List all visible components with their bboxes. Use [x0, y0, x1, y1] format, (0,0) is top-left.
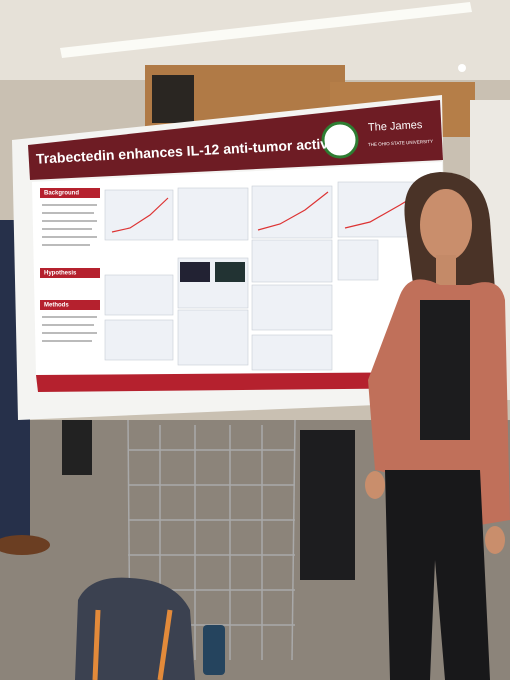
backpack-straps	[92, 609, 173, 680]
micrograph	[180, 262, 210, 282]
section-header-bar	[40, 188, 100, 198]
section-header-bar	[40, 268, 100, 278]
section-header: Hypothesis	[44, 271, 77, 277]
ceiling-light	[60, 2, 472, 58]
logo	[321, 121, 359, 159]
shoe	[0, 535, 50, 555]
section-header-bar	[40, 300, 100, 310]
ceiling-spot	[458, 64, 466, 72]
institution: THE OHIO STATE UNIVERSITY	[368, 139, 433, 147]
hand	[485, 526, 505, 554]
micrograph	[215, 262, 245, 282]
bottom-strip	[36, 372, 444, 392]
hand	[365, 471, 385, 499]
bottle	[203, 625, 225, 675]
title-bar	[28, 100, 443, 180]
top	[420, 300, 470, 440]
section-header: Background	[44, 191, 79, 197]
dark-window	[152, 75, 194, 123]
trousers	[385, 470, 490, 680]
text-lines	[42, 204, 97, 342]
person-background	[300, 430, 355, 580]
person-background	[62, 420, 92, 475]
neck	[436, 255, 456, 285]
figure-panels	[104, 181, 434, 371]
face	[420, 189, 472, 261]
section-header: Methods	[44, 303, 69, 309]
brand: The James	[368, 119, 423, 134]
